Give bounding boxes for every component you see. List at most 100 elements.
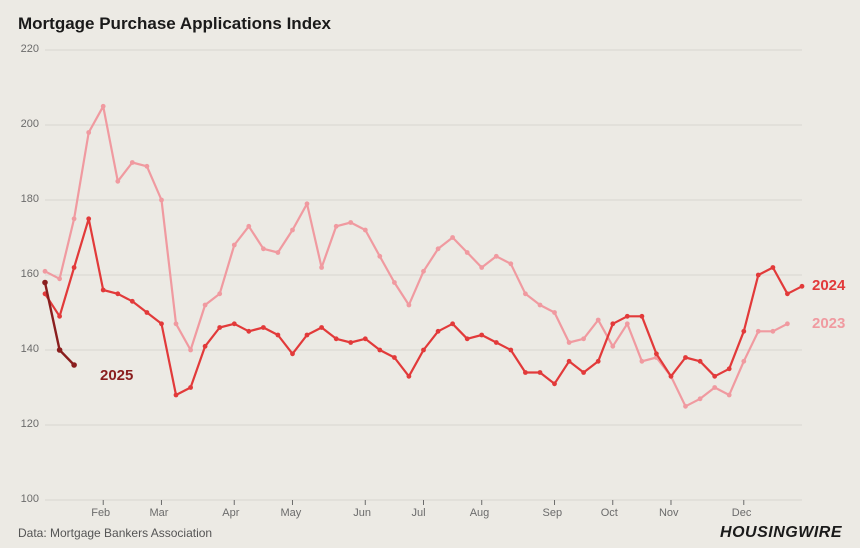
y-axis-tick-label: 160 [11,268,39,280]
series-label-2025: 2025 [100,367,133,384]
series-marker-2024 [640,314,645,319]
series-marker-2023 [741,359,746,364]
series-marker-2024 [596,359,601,364]
series-marker-2023 [86,130,91,135]
series-marker-2023 [217,291,222,296]
series-marker-2024 [727,366,732,371]
series-marker-2023 [698,396,703,401]
series-marker-2023 [115,179,120,184]
series-marker-2024 [86,216,91,221]
x-axis-tick-label: Oct [601,507,618,519]
series-marker-2024 [465,336,470,341]
series-marker-2023 [538,303,543,308]
series-marker-2023 [450,235,455,240]
series-marker-2024 [785,291,790,296]
series-marker-2025 [57,347,63,353]
y-axis-tick-label: 180 [11,193,39,205]
series-marker-2024 [57,314,62,319]
series-marker-2024 [479,333,484,338]
x-axis-tick-label: Dec [732,507,752,519]
series-marker-2024 [552,381,557,386]
series-marker-2023 [290,228,295,233]
series-marker-2024 [421,348,426,353]
series-marker-2023 [319,265,324,270]
series-marker-2024 [72,265,77,270]
series-marker-2023 [581,336,586,341]
series-marker-2023 [508,261,513,266]
series-marker-2024 [232,321,237,326]
x-axis-tick-label: Mar [149,507,168,519]
series-marker-2023 [261,246,266,251]
series-marker-2023 [523,291,528,296]
series-marker-2024 [145,310,150,315]
y-axis-tick-label: 200 [11,118,39,130]
series-marker-2023 [188,348,193,353]
series-marker-2023 [232,243,237,248]
series-marker-2023 [596,318,601,323]
series-label-2024: 2024 [812,277,845,294]
series-marker-2024 [377,348,382,353]
series-marker-2024 [654,351,659,356]
x-axis-tick-label: Sep [543,507,563,519]
series-marker-2024 [290,351,295,356]
series-label-2023: 2023 [812,315,845,332]
series-marker-2024 [159,321,164,326]
series-marker-2024 [203,344,208,349]
series-marker-2023 [683,404,688,409]
series-marker-2023 [407,303,412,308]
series-marker-2024 [567,359,572,364]
x-axis-tick-label: Aug [470,507,490,519]
series-marker-2024 [494,340,499,345]
series-marker-2023 [130,160,135,165]
x-axis-tick-label: Jun [353,507,371,519]
series-marker-2024 [217,325,222,330]
series-marker-2024 [741,329,746,334]
series-marker-2024 [363,336,368,341]
chart-container: Mortgage Purchase Applications Index Dat… [0,0,860,548]
series-marker-2023 [625,321,630,326]
series-marker-2024 [115,291,120,296]
series-marker-2024 [538,370,543,375]
series-marker-2024 [669,374,674,379]
series-marker-2023 [276,250,281,255]
series-marker-2023 [72,216,77,221]
x-axis-tick-label: Feb [91,507,110,519]
x-axis-tick-label: May [280,507,301,519]
series-marker-2024 [436,329,441,334]
series-marker-2024 [276,333,281,338]
series-marker-2023 [174,321,179,326]
series-marker-2024 [392,355,397,360]
series-marker-2024 [508,348,513,353]
series-line-2024 [45,219,802,395]
series-marker-2024 [683,355,688,360]
source-attribution: Data: Mortgage Bankers Association [18,526,212,540]
series-marker-2024 [698,359,703,364]
series-marker-2023 [610,344,615,349]
series-marker-2023 [159,198,164,203]
series-marker-2024 [450,321,455,326]
series-marker-2023 [203,303,208,308]
series-marker-2023 [479,265,484,270]
series-marker-2024 [625,314,630,319]
series-marker-2025 [42,280,48,286]
series-marker-2023 [567,340,572,345]
x-axis-tick-label: Nov [659,507,679,519]
x-axis-tick-label: Apr [222,507,239,519]
series-marker-2023 [465,250,470,255]
series-marker-2023 [392,280,397,285]
series-marker-2023 [334,224,339,229]
series-marker-2024 [174,393,179,398]
series-marker-2023 [640,359,645,364]
series-marker-2024 [610,321,615,326]
series-marker-2023 [727,393,732,398]
series-marker-2023 [57,276,62,281]
series-marker-2024 [305,333,310,338]
series-marker-2024 [712,374,717,379]
series-marker-2023 [436,246,441,251]
series-marker-2023 [712,385,717,390]
series-marker-2024 [319,325,324,330]
series-marker-2023 [494,254,499,259]
series-marker-2024 [771,265,776,270]
series-marker-2025 [71,362,77,368]
series-marker-2024 [523,370,528,375]
